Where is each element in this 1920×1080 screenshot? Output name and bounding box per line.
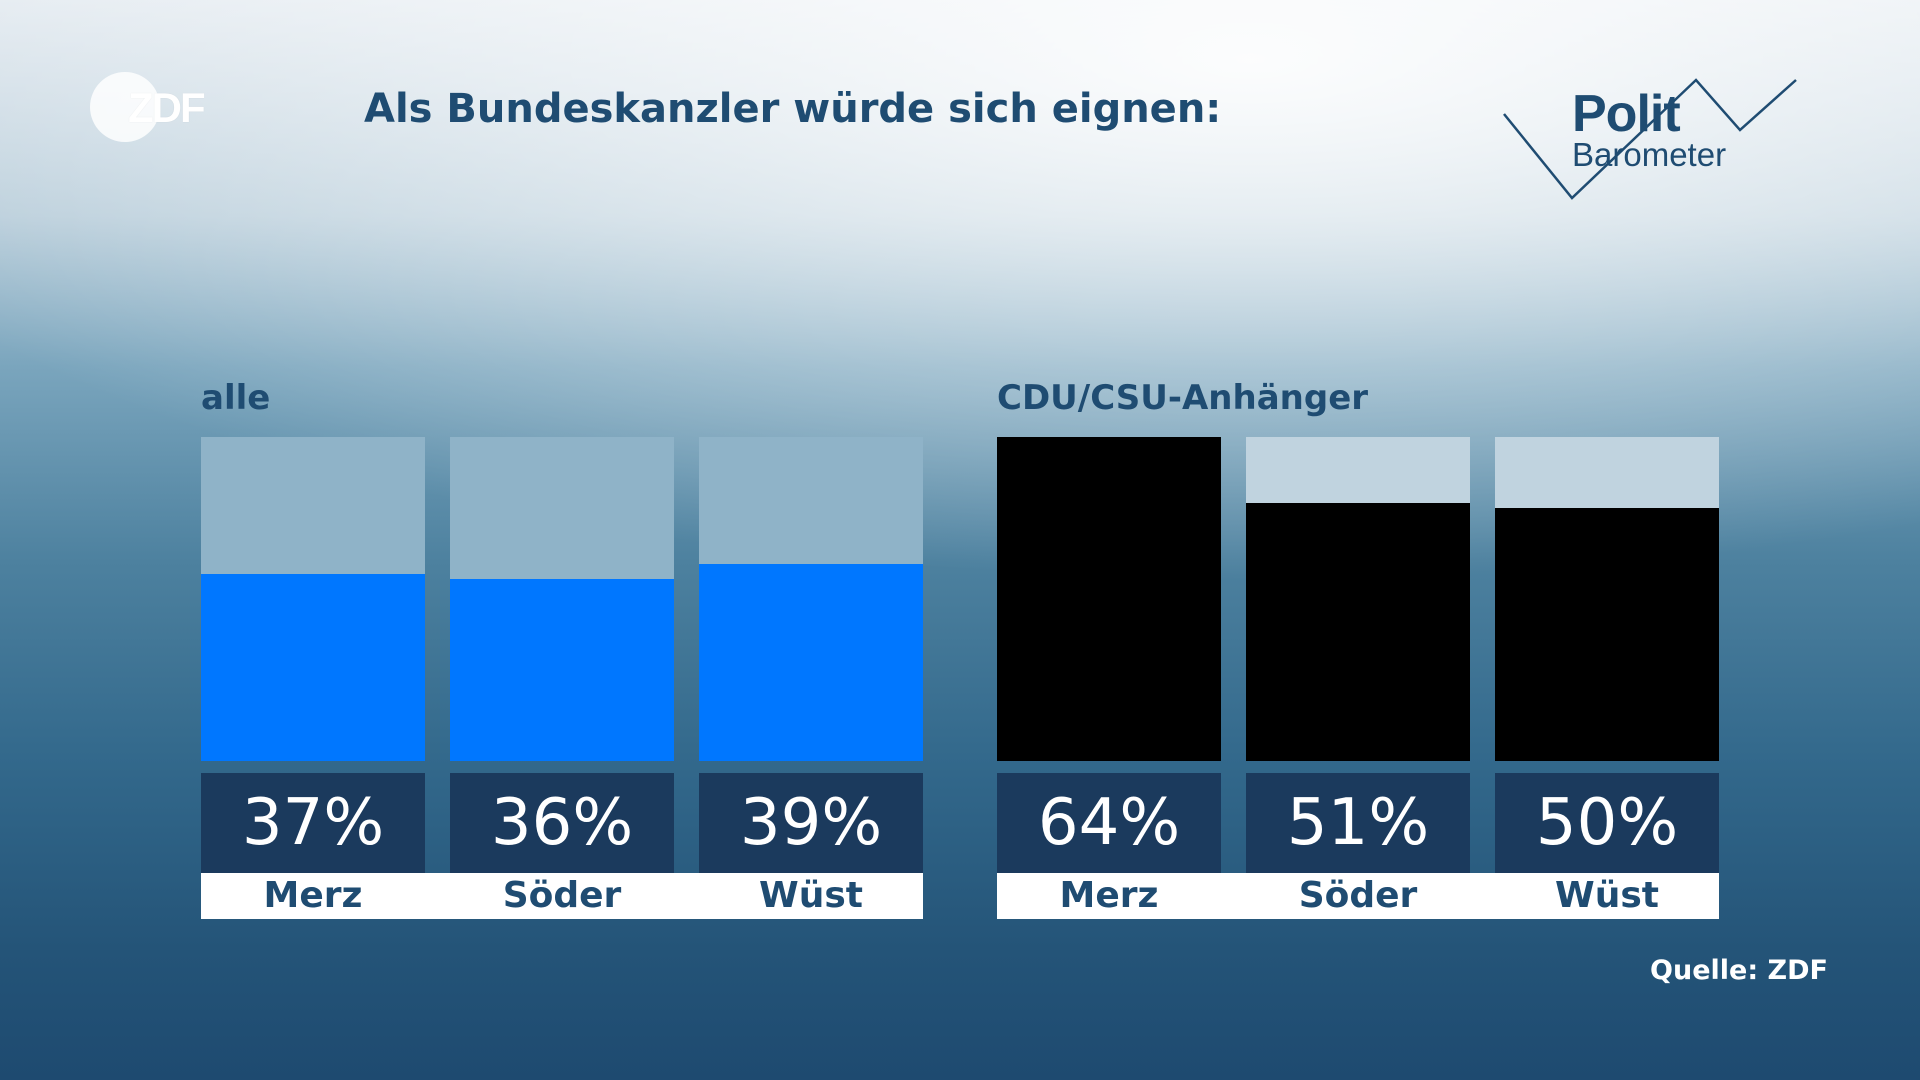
- zdf-logo: ZDF: [90, 70, 230, 144]
- bar-merz: [201, 574, 425, 761]
- zdf-logo-text: ZDF: [128, 84, 206, 131]
- politbarometer-logo-line1: Polit: [1572, 85, 1681, 143]
- bar-track: [1495, 437, 1719, 761]
- group-label-all: alle: [201, 378, 271, 418]
- category-strip: [201, 873, 923, 919]
- category-label: Merz: [1059, 875, 1159, 916]
- bar-sder: [450, 579, 674, 761]
- bar-wst: [1495, 508, 1719, 761]
- category-strip: [997, 873, 1719, 919]
- category-label: Söder: [502, 875, 622, 916]
- chart-title: Als Bundeskanzler würde sich eignen:: [364, 86, 1222, 132]
- category-label: Wüst: [759, 875, 863, 916]
- politbarometer-logo: Polit Barometer: [1500, 74, 1800, 204]
- value-label: 50%: [1495, 773, 1719, 873]
- bar-track: [997, 437, 1221, 761]
- value-label: 36%: [450, 773, 674, 873]
- value-label: 64%: [997, 773, 1221, 873]
- bar-merz: [997, 437, 1221, 761]
- category-label: Söder: [1298, 875, 1418, 916]
- bar-track: [699, 437, 923, 761]
- category-label: Merz: [263, 875, 363, 916]
- value-label: 51%: [1246, 773, 1470, 873]
- bar-track: [450, 437, 674, 761]
- politbarometer-logo-line2: Barometer: [1572, 136, 1727, 173]
- value-label: 39%: [699, 773, 923, 873]
- value-label: 37%: [201, 773, 425, 873]
- group-label-cdu-csu: CDU/CSU-Anhänger: [997, 378, 1369, 418]
- source-note: Quelle: ZDF: [1650, 955, 1828, 986]
- bar-wst: [699, 564, 923, 761]
- politbarometer-zigzag-icon: [1503, 78, 1797, 200]
- zdf-logo-circle: [90, 72, 160, 142]
- category-label: Wüst: [1555, 875, 1659, 916]
- bar-sder: [1246, 503, 1470, 761]
- bar-track: [201, 437, 425, 761]
- bar-track: [1246, 437, 1470, 761]
